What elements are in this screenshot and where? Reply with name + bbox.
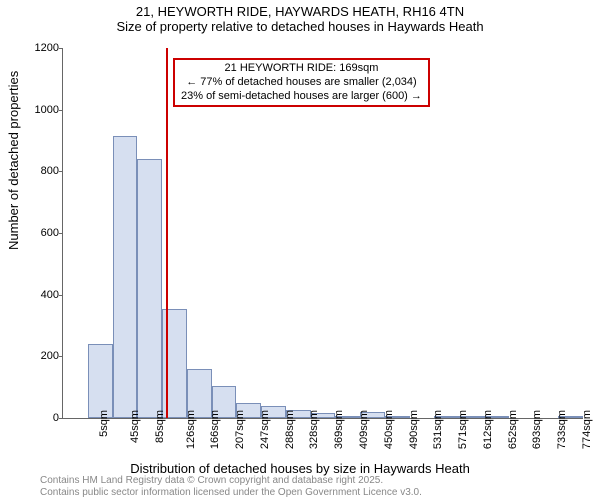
annotation-box: 21 HEYWORTH RIDE: 169sqm← 77% of detache… [173, 58, 430, 107]
y-tick-label: 200 [23, 350, 59, 362]
x-tick-label: 531sqm [432, 410, 444, 449]
annotation-line: 21 HEYWORTH RIDE: 169sqm [181, 62, 422, 76]
y-tick-label: 1200 [23, 42, 59, 54]
x-tick-label: 409sqm [358, 410, 370, 449]
plot-area: 0200400600800100012005sqm45sqm85sqm126sq… [62, 48, 583, 419]
x-tick-label: 612sqm [482, 410, 494, 449]
y-tick-label: 600 [23, 227, 59, 239]
bar [113, 136, 138, 418]
x-tick-label: 571sqm [457, 410, 469, 449]
y-tick-mark [59, 110, 63, 111]
x-tick-label: 490sqm [408, 410, 420, 449]
x-tick-label: 166sqm [210, 410, 222, 449]
x-tick-label: 774sqm [581, 410, 593, 449]
x-tick-label: 247sqm [259, 410, 271, 449]
y-tick-mark [59, 233, 63, 234]
y-tick-mark [59, 295, 63, 296]
page-title: 21, HEYWORTH RIDE, HAYWARDS HEATH, RH16 … [0, 4, 600, 19]
x-tick-label: 288sqm [284, 410, 296, 449]
x-tick-label: 5sqm [98, 410, 110, 437]
y-tick-label: 800 [23, 165, 59, 177]
page-subtitle: Size of property relative to detached ho… [0, 19, 600, 34]
x-tick-label: 328sqm [309, 410, 321, 449]
y-tick-mark [59, 356, 63, 357]
footer-attribution: Contains HM Land Registry data © Crown c… [40, 475, 422, 498]
footer-line: Contains HM Land Registry data © Crown c… [40, 475, 422, 487]
y-tick-mark [59, 171, 63, 172]
y-tick-mark [59, 48, 63, 49]
annotation-line: ← 77% of detached houses are smaller (2,… [181, 76, 422, 90]
x-tick-label: 733sqm [556, 410, 568, 449]
x-tick-label: 450sqm [383, 410, 395, 449]
bar [137, 159, 162, 418]
x-axis-label: Distribution of detached houses by size … [0, 461, 600, 476]
y-tick-label: 0 [23, 412, 59, 424]
x-tick-label: 652sqm [507, 410, 519, 449]
x-tick-label: 207sqm [234, 410, 246, 449]
x-tick-label: 693sqm [531, 410, 543, 449]
x-tick-label: 45sqm [129, 410, 141, 443]
x-tick-label: 369sqm [333, 410, 345, 449]
y-tick-mark [59, 418, 63, 419]
x-tick-label: 126sqm [185, 410, 197, 449]
y-tick-label: 400 [23, 289, 59, 301]
chart-area: 0200400600800100012005sqm45sqm85sqm126sq… [62, 48, 582, 418]
y-axis-label: Number of detached properties [6, 71, 21, 250]
annotation-line: 23% of semi-detached houses are larger (… [181, 90, 422, 104]
footer-line: Contains public sector information licen… [40, 487, 422, 499]
marker-line [166, 48, 168, 418]
bar [88, 344, 113, 418]
x-tick-label: 85sqm [154, 410, 166, 443]
y-tick-label: 1000 [23, 104, 59, 116]
